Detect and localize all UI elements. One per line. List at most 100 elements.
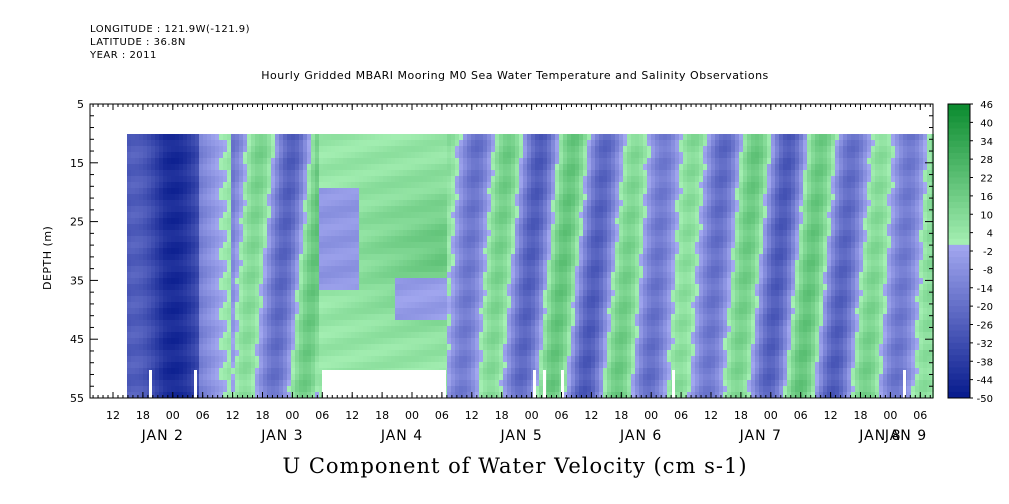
x-hour-label: 12 <box>226 409 240 422</box>
data-gap <box>533 370 536 398</box>
x-hour-label: 00 <box>644 409 658 422</box>
x-hour-label: 18 <box>495 409 509 422</box>
colorbar-segment <box>948 281 970 289</box>
x-hour-label: 18 <box>375 409 389 422</box>
colorbar-segment <box>948 226 970 234</box>
colorbar-label: 34 <box>980 137 993 148</box>
colorbar-segment <box>948 269 970 276</box>
colorbar-segment <box>948 275 970 283</box>
latitude-label: LATITUDE : 36.8N <box>90 37 186 48</box>
colorbar: 46 40 34 28 22 16 10 4 -2 -8 -14 -20 -26 -32 -38 -44 -50 <box>947 100 993 405</box>
y-tick-label: 45 <box>70 333 84 346</box>
x-hour-label: 18 <box>136 409 150 422</box>
colorbar-label: -2 <box>983 247 993 258</box>
x-hour-label: 06 <box>913 409 927 422</box>
colorbar-segment <box>948 263 970 270</box>
colorbar-label: -38 <box>977 357 993 368</box>
x-hour-label: 06 <box>555 409 569 422</box>
y-tick-label: 15 <box>70 157 84 170</box>
y-tick-label: 25 <box>70 216 84 229</box>
x-hour-label: 06 <box>315 409 329 422</box>
data-gap <box>149 370 152 398</box>
colorbar-segment <box>948 367 970 374</box>
year-label: YEAR : 2011 <box>90 50 157 61</box>
x-hour-label: 12 <box>704 409 718 422</box>
x-hour-label: 00 <box>285 409 299 422</box>
colorbar-segment <box>948 195 970 203</box>
colorbar-label: 46 <box>980 100 993 111</box>
colorbar-segment <box>948 232 970 240</box>
colorbar-label: -44 <box>977 376 993 387</box>
colorbar-segment <box>948 189 970 197</box>
colorbar-label: -14 <box>977 284 993 295</box>
y-axis-label: DEPTH (m) <box>41 226 54 290</box>
colorbar-segment <box>948 257 970 264</box>
colorbar-segment <box>948 293 970 301</box>
colorbar-label: 40 <box>980 118 993 129</box>
x-hour-label: 18 <box>854 409 868 422</box>
colorbar-label: -32 <box>977 339 993 350</box>
x-hour-label: 12 <box>345 409 359 422</box>
colorbar-segment <box>948 146 970 154</box>
colorbar-segment <box>948 385 970 393</box>
y-tick-label: 35 <box>70 274 84 287</box>
x-hour-label: 12 <box>465 409 479 422</box>
colorbar-label: -50 <box>977 394 993 405</box>
colorbar-segment <box>948 238 970 246</box>
colorbar-segment <box>948 379 970 387</box>
colorbar-segment <box>948 300 970 307</box>
data-gap <box>672 370 675 398</box>
x-hour-label: 18 <box>256 409 270 422</box>
x-axis: 12 18 00 06 12 18 00 06 12 18 00 06 12 18 00 06 12 18 00 06… <box>92 104 931 444</box>
colorbar-segment <box>948 214 970 221</box>
y-tick-label: 5 <box>77 98 84 111</box>
colorbar-label: -8 <box>983 265 993 276</box>
y-tick-label: 55 <box>70 392 84 405</box>
colorbar-segment <box>948 177 970 185</box>
data-gap <box>903 370 906 398</box>
colorbar-segment <box>948 202 970 209</box>
colorbar-segment <box>948 208 970 215</box>
colorbar-segment <box>948 140 970 148</box>
y-axis: 5 15 25 35 45 55 <box>70 98 933 405</box>
x-hour-label: 00 <box>764 409 778 422</box>
colorbar-segment <box>948 324 970 332</box>
longitude-label: LONGITUDE : 121.9W(-121.9) <box>90 24 250 35</box>
x-day-label: JAN 2 <box>141 428 184 444</box>
colorbar-segment <box>948 159 970 166</box>
colorbar-segment <box>948 355 970 362</box>
colorbar-segment <box>948 342 970 350</box>
colorbar-segment <box>948 349 970 356</box>
colorbar-segment <box>948 391 970 399</box>
colorbar-segment <box>948 110 970 117</box>
colorbar-segment <box>948 122 970 129</box>
colorbar-segment <box>948 134 970 142</box>
colorbar-segment <box>948 336 970 344</box>
missing-data-patch <box>322 370 446 398</box>
colorbar-segment <box>948 165 970 172</box>
colorbar-segment <box>948 153 970 160</box>
x-day-label: JAN 3 <box>260 428 303 444</box>
colorbar-segment <box>948 104 970 111</box>
colorbar-segment <box>948 116 970 123</box>
colorbar-segment <box>948 287 970 295</box>
x-day-label: JAN 7 <box>739 428 782 444</box>
x-hour-label: 06 <box>674 409 688 422</box>
x-day-label: JAN 9 <box>884 428 927 444</box>
colorbar-label: -26 <box>977 321 993 332</box>
data-gap <box>561 370 564 398</box>
x-hour-label: 00 <box>405 409 419 422</box>
x-hour-label: 12 <box>584 409 598 422</box>
x-day-label: JAN 4 <box>380 428 423 444</box>
x-hour-label: 12 <box>824 409 838 422</box>
heatmap-field <box>127 134 934 398</box>
colorbar-segment <box>948 220 970 227</box>
colorbar-segment <box>948 361 970 368</box>
colorbar-label: 28 <box>980 155 993 166</box>
x-axis-label: U Component of Water Velocity (cm s-1) <box>282 454 748 478</box>
x-hour-label: 06 <box>196 409 210 422</box>
x-hour-label: 18 <box>734 409 748 422</box>
x-hour-label: 06 <box>435 409 449 422</box>
colorbar-segment <box>948 373 970 381</box>
colorbar-segment <box>948 183 970 191</box>
